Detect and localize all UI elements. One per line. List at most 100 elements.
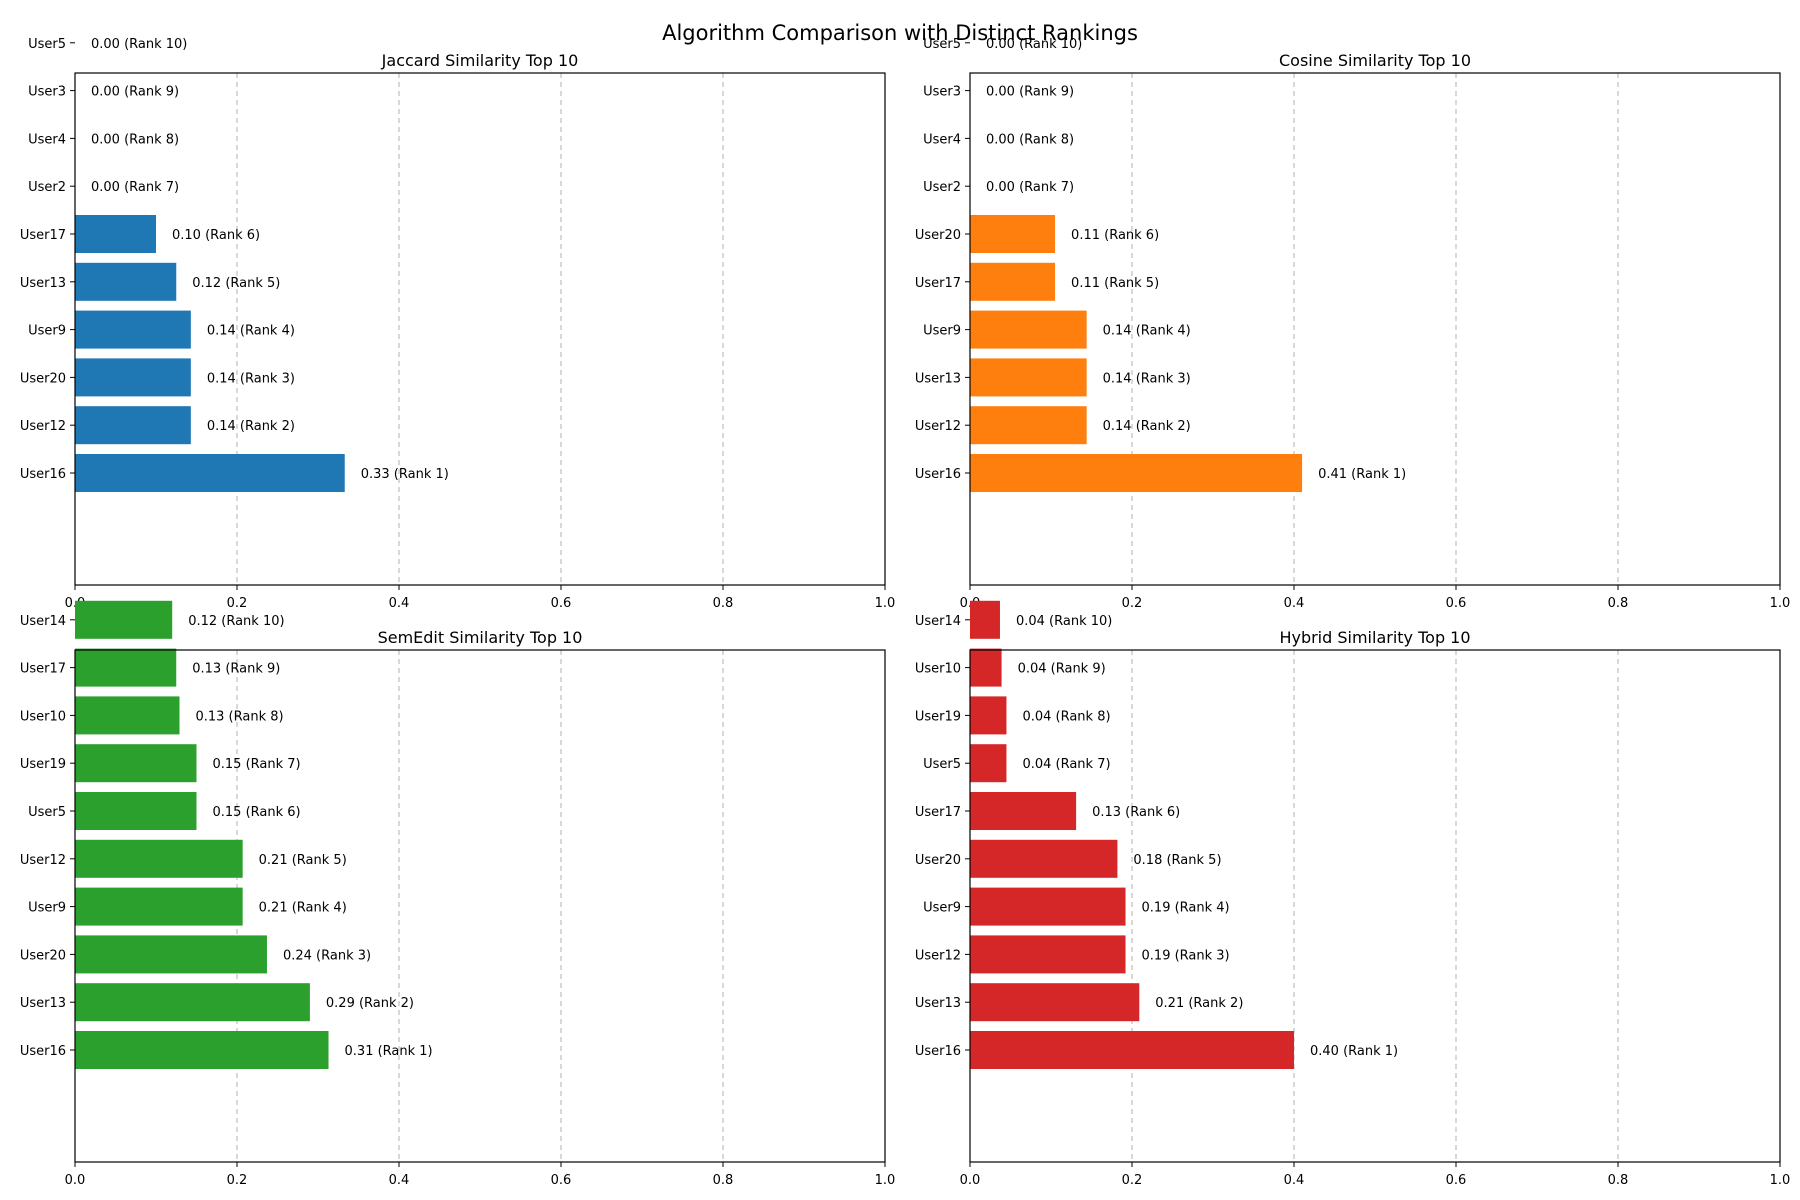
x-tick-label: 0.4: [1284, 1173, 1305, 1188]
data-label: 0.15 (Rank 6): [213, 805, 301, 820]
y-tick-label: User3: [28, 85, 66, 100]
data-label: 0.04 (Rank 8): [1022, 709, 1110, 724]
y-tick-label: User12: [20, 419, 66, 434]
data-label: 0.00 (Rank 8): [986, 132, 1074, 147]
bar-user12: [75, 839, 243, 878]
y-tick-label: User9: [923, 901, 961, 916]
bar-user9: [970, 887, 1126, 926]
bar-user19: [75, 744, 197, 783]
y-tick-label: User13: [915, 371, 961, 386]
data-label: 0.00 (Rank 9): [91, 85, 179, 100]
data-label: 0.12 (Rank 10): [188, 614, 284, 629]
bar-user16: [970, 454, 1303, 492]
bar-user14: [75, 600, 173, 639]
bar-user10: [970, 648, 1002, 687]
x-tick-label: 0.4: [389, 596, 410, 611]
y-tick-label: User12: [915, 948, 961, 963]
data-label: 0.14 (Rank 2): [1103, 419, 1191, 434]
y-tick-label: User17: [20, 662, 66, 677]
data-label: 0.00 (Rank 7): [91, 180, 179, 195]
y-tick-label: User13: [915, 996, 961, 1011]
x-tick-label: 0.4: [389, 1173, 410, 1188]
x-tick-label: 0.8: [1608, 596, 1629, 611]
y-tick-label: User19: [915, 709, 961, 724]
x-tick-label: 1.0: [875, 596, 896, 611]
x-tick-label: 1.0: [1770, 596, 1791, 611]
bar-user9: [75, 310, 191, 349]
bar-user9: [75, 887, 243, 926]
y-tick-label: User4: [28, 132, 66, 147]
bar-user16: [75, 454, 345, 492]
bar-user10: [75, 696, 180, 735]
y-tick-label: User5: [923, 37, 961, 52]
data-label: 0.00 (Rank 10): [91, 37, 187, 52]
x-tick-label: 0.4: [1284, 596, 1305, 611]
y-tick-label: User16: [20, 467, 66, 482]
subplot-title: Cosine Similarity Top 10: [1279, 51, 1471, 70]
axes-frame: [74, 649, 886, 1163]
y-tick-label: User14: [915, 614, 961, 629]
data-label: 0.13 (Rank 6): [1092, 805, 1180, 820]
data-label: 0.31 (Rank 1): [345, 1044, 433, 1059]
bar-user13: [75, 983, 310, 1022]
x-tick-label: 0.6: [1446, 1173, 1467, 1188]
bar-user13: [970, 358, 1087, 397]
data-label: 0.21 (Rank 4): [259, 901, 347, 916]
bar-user12: [970, 406, 1087, 445]
subplot-title: Hybrid Similarity Top 10: [1279, 628, 1470, 647]
x-tick-label: 0.2: [227, 596, 248, 611]
x-tick-label: 1.0: [875, 1173, 896, 1188]
y-tick-label: User20: [915, 853, 961, 868]
bar-user20: [75, 358, 191, 397]
data-label: 0.41 (Rank 1): [1318, 467, 1406, 482]
bar-user5: [970, 744, 1007, 783]
x-tick-label: 0.0: [65, 1173, 86, 1188]
subplot-3: User16 0.31 (Rank 1) User13 0.29 (Rank 2) Us…: [20, 600, 896, 1188]
data-label: 0.04 (Rank 9): [1018, 662, 1106, 677]
y-tick-label: User5: [28, 37, 66, 52]
bar-user16: [970, 1031, 1294, 1069]
data-label: 0.14 (Rank 3): [207, 371, 295, 386]
x-tick-label: 1.0: [1770, 1173, 1791, 1188]
data-label: 0.14 (Rank 4): [1103, 324, 1191, 339]
data-label: 0.29 (Rank 2): [326, 996, 414, 1011]
bar-user5: [75, 792, 197, 830]
data-label: 0.10 (Rank 6): [172, 228, 260, 243]
y-tick-label: User17: [20, 228, 66, 243]
data-label: 0.04 (Rank 10): [1016, 614, 1112, 629]
y-tick-label: User13: [20, 996, 66, 1011]
data-label: 0.11 (Rank 5): [1071, 276, 1159, 291]
y-tick-label: User5: [28, 805, 66, 820]
x-tick-label: 0.8: [713, 1173, 734, 1188]
y-tick-label: User17: [915, 805, 961, 820]
data-label: 0.18 (Rank 5): [1133, 853, 1221, 868]
data-label: 0.21 (Rank 2): [1155, 996, 1243, 1011]
y-tick-label: User20: [20, 371, 66, 386]
x-tick-label: 0.6: [551, 596, 572, 611]
y-tick-label: User20: [20, 948, 66, 963]
data-label: 0.12 (Rank 5): [192, 276, 280, 291]
y-tick-label: User2: [923, 180, 961, 195]
bar-user17: [75, 648, 177, 687]
y-tick-label: User12: [915, 419, 961, 434]
x-tick-label: 0.0: [960, 1173, 981, 1188]
bar-user13: [75, 262, 177, 301]
data-label: 0.21 (Rank 5): [259, 853, 347, 868]
y-tick-label: User20: [915, 228, 961, 243]
y-tick-label: User9: [28, 901, 66, 916]
y-tick-label: User19: [20, 757, 66, 772]
data-label: 0.14 (Rank 3): [1103, 371, 1191, 386]
axes-frame: [74, 72, 886, 586]
y-tick-label: User12: [20, 853, 66, 868]
y-tick-label: User14: [20, 614, 66, 629]
data-label: 0.00 (Rank 10): [986, 37, 1082, 52]
data-label: 0.00 (Rank 9): [986, 85, 1074, 100]
data-label: 0.15 (Rank 7): [213, 757, 301, 772]
bar-user14: [970, 600, 1000, 639]
x-tick-label: 0.8: [1608, 1173, 1629, 1188]
y-tick-label: User9: [28, 324, 66, 339]
y-tick-label: User13: [20, 276, 66, 291]
bar-user16: [75, 1031, 329, 1069]
data-label: 0.04 (Rank 7): [1022, 757, 1110, 772]
data-label: 0.00 (Rank 7): [986, 180, 1074, 195]
